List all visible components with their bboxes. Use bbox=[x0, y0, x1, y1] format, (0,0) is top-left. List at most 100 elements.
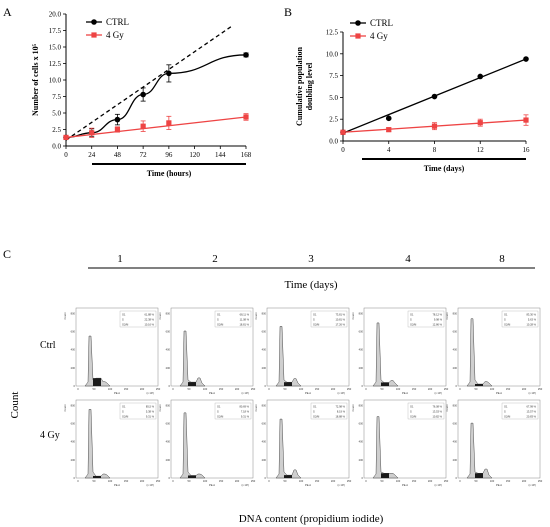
hist-ytick: 800 bbox=[262, 311, 267, 315]
y-tick-label: 0.0 bbox=[329, 138, 338, 146]
hist-ytick: 0 bbox=[74, 384, 76, 388]
hist-xtick: 50 bbox=[93, 387, 96, 391]
hist-ytick: 600 bbox=[453, 422, 458, 426]
x-tick-label: 12 bbox=[477, 146, 485, 154]
phase-value: 9,31 % bbox=[146, 415, 155, 419]
histogram-s-phase bbox=[284, 382, 292, 386]
hist-xlabel: PE-A bbox=[305, 391, 311, 395]
phase-name: S bbox=[504, 318, 506, 322]
hist-ytick: 400 bbox=[166, 348, 171, 352]
y-tick-label: 5.0 bbox=[52, 110, 61, 118]
hist-xtick: 50 bbox=[381, 387, 384, 391]
hist-xtick: 250 bbox=[347, 387, 352, 391]
phase-value: 10,81 % bbox=[335, 318, 345, 322]
hist-xtick: 250 bbox=[156, 387, 161, 391]
histogram-s-phase bbox=[284, 475, 292, 478]
phase-value: 9,31 % bbox=[241, 415, 250, 419]
hist-xtick: 250 bbox=[251, 387, 256, 391]
y-tick-label: 2.5 bbox=[52, 126, 61, 134]
hist-ytick: 400 bbox=[453, 348, 458, 352]
phase-value: 76,08 % bbox=[432, 405, 442, 409]
legend-label: CTRL bbox=[370, 18, 393, 28]
phase-name: S bbox=[122, 410, 124, 414]
hist-xtick: 50 bbox=[475, 479, 478, 483]
hist-xtick: 250 bbox=[251, 479, 256, 483]
hist-ytick: 600 bbox=[166, 422, 171, 426]
phase-name: S bbox=[504, 410, 506, 414]
data-point-4gy bbox=[114, 126, 121, 133]
phase-value: 61,88 % bbox=[144, 313, 154, 317]
hist-xtick: 150 bbox=[219, 479, 224, 483]
y-tick-label: 5.0 bbox=[329, 94, 338, 102]
phase-name: G1 bbox=[410, 313, 414, 317]
data-point-4gy bbox=[523, 117, 529, 123]
hist-xunit: (x 10³) bbox=[529, 391, 537, 395]
legend-label: 4 Gy bbox=[370, 31, 388, 41]
phase-value: 85,5 % bbox=[146, 405, 155, 409]
phase-table bbox=[407, 402, 445, 420]
histogram-s-phase bbox=[381, 473, 389, 478]
phase-value: 10,16 % bbox=[144, 323, 154, 327]
hist-xtick: 250 bbox=[444, 479, 449, 483]
hist-xtick: 150 bbox=[315, 387, 320, 391]
x-tick-label: 168 bbox=[241, 151, 252, 159]
legend-marker bbox=[355, 20, 361, 26]
y-axis-title: Number of cells x 10⁵ bbox=[31, 43, 40, 116]
phase-table bbox=[310, 310, 348, 328]
hist-ytick: 400 bbox=[359, 440, 364, 444]
y-axis-title: Cumulative populationdoubling level bbox=[295, 46, 314, 125]
x-tick-label: 72 bbox=[140, 151, 148, 159]
hist-ylabel: Count bbox=[445, 312, 449, 319]
hist-xtick: 200 bbox=[331, 387, 336, 391]
phase-value: 13,53 % bbox=[432, 410, 442, 414]
hist-ytick: 200 bbox=[359, 458, 364, 462]
histogram-s-phase bbox=[188, 382, 196, 386]
hist-xtick: 100 bbox=[396, 479, 401, 483]
hist-ytick: 0 bbox=[169, 476, 171, 480]
phase-name: S bbox=[217, 318, 219, 322]
phase-name: G1 bbox=[410, 405, 414, 409]
phase-name: G1 bbox=[504, 313, 508, 317]
data-point-4gy bbox=[166, 120, 172, 126]
hist-xlabel: PE-A bbox=[496, 391, 502, 395]
hist-ytick: 800 bbox=[359, 311, 364, 315]
phase-name: G2/M bbox=[504, 323, 510, 327]
hist-xtick: 100 bbox=[299, 479, 304, 483]
phase-value: 9,98 % bbox=[434, 318, 443, 322]
y-tick-label: 17.5 bbox=[49, 27, 62, 35]
hist-xtick: 50 bbox=[381, 479, 384, 483]
histogram-s-phase bbox=[93, 476, 101, 478]
hist-ytick: 0 bbox=[265, 476, 267, 480]
hist-ytick: 200 bbox=[453, 458, 458, 462]
hist-xtick: 200 bbox=[428, 387, 433, 391]
phase-name: G1 bbox=[313, 313, 317, 317]
phase-name: G2/M bbox=[313, 415, 319, 419]
phase-value: 10,28 % bbox=[526, 323, 536, 327]
hist-xtick: 0 bbox=[172, 387, 174, 391]
hist-xtick: 100 bbox=[490, 387, 495, 391]
phase-name: S bbox=[122, 318, 124, 322]
hist-xtick: 200 bbox=[235, 387, 240, 391]
phase-table bbox=[119, 310, 157, 328]
series-line-4gy bbox=[65, 116, 247, 139]
hist-xtick: 150 bbox=[124, 387, 129, 391]
data-point-4gy bbox=[431, 123, 438, 129]
phase-value: 10,82 % bbox=[432, 415, 442, 419]
hist-xlabel: PE-A bbox=[209, 483, 215, 487]
data-point-4gy bbox=[89, 130, 95, 136]
phase-name: S bbox=[410, 410, 412, 414]
phase-value: 68,11 % bbox=[240, 313, 250, 317]
hist-ytick: 800 bbox=[359, 403, 364, 407]
phase-table bbox=[310, 402, 348, 420]
hist-ytick: 0 bbox=[456, 384, 458, 388]
hist-ytick: 600 bbox=[359, 330, 364, 334]
data-point-ctrl bbox=[431, 93, 438, 100]
hist-ytick: 400 bbox=[262, 440, 267, 444]
phase-name: G2/M bbox=[313, 323, 319, 327]
exponential-fit-line bbox=[65, 24, 234, 141]
hist-xtick: 50 bbox=[188, 479, 191, 483]
hist-ytick: 800 bbox=[453, 311, 458, 315]
